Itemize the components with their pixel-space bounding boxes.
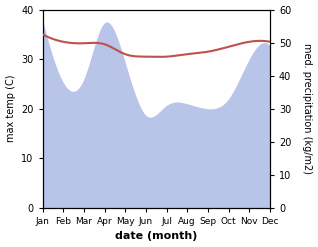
Y-axis label: max temp (C): max temp (C) xyxy=(5,75,16,143)
X-axis label: date (month): date (month) xyxy=(115,231,197,242)
Y-axis label: med. precipitation (kg/m2): med. precipitation (kg/m2) xyxy=(302,43,313,174)
